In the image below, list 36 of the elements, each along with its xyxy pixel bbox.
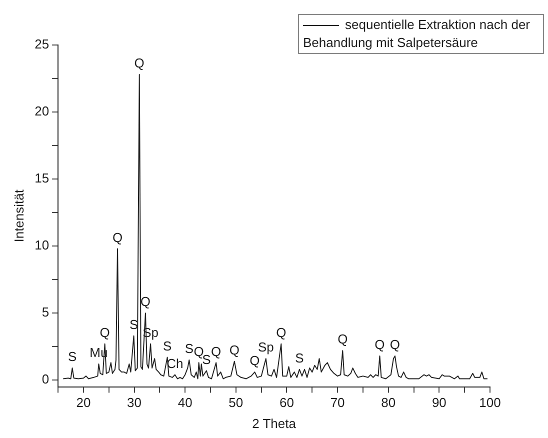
x-tick-label: 70 xyxy=(330,395,345,410)
annotation: Q xyxy=(112,230,123,245)
y-tick-label: 0 xyxy=(42,372,50,387)
annotation: Q xyxy=(276,324,286,340)
annotation: Q xyxy=(229,342,240,358)
annotation: Q xyxy=(390,337,400,352)
annotation: S xyxy=(184,341,194,356)
x-tick-label: 80 xyxy=(381,395,396,410)
annotation: Q xyxy=(194,344,204,359)
x-tick-label: 90 xyxy=(432,395,446,410)
legend-label: sequentielle Extraktion nach der Behandlung mit Salpetersäure xyxy=(303,16,532,52)
x-tick-label: 100 xyxy=(479,395,501,410)
annotation: Q xyxy=(134,56,144,71)
y-tick-label: 25 xyxy=(34,36,50,52)
x-axis-title: 2 Theta xyxy=(252,416,297,431)
annotation: S xyxy=(68,349,77,364)
annotation: S xyxy=(295,350,304,366)
annotation: S xyxy=(162,338,172,354)
y-tick-label: 15 xyxy=(34,170,50,186)
annotation: Q xyxy=(140,294,151,310)
x-tick-label: 30 xyxy=(127,395,142,410)
annotation: Q xyxy=(338,332,348,347)
annotation: Sp xyxy=(258,340,274,355)
x-tick-label: 50 xyxy=(228,395,244,410)
annotation: Q xyxy=(374,337,385,352)
annotation: Q xyxy=(211,344,222,359)
x-tick-label: 60 xyxy=(280,395,294,410)
x-tick-label: 20 xyxy=(76,395,91,410)
y-tick-label: 10 xyxy=(34,238,50,253)
y-tick-label: 5 xyxy=(42,304,50,320)
annotation: Q xyxy=(250,353,260,368)
y-tick-label: 20 xyxy=(34,104,50,119)
x-tick-label: 40 xyxy=(178,395,192,410)
y-axis-title: Intensität xyxy=(11,189,26,242)
annotation: Q xyxy=(100,324,110,340)
annotation: S xyxy=(202,352,212,367)
